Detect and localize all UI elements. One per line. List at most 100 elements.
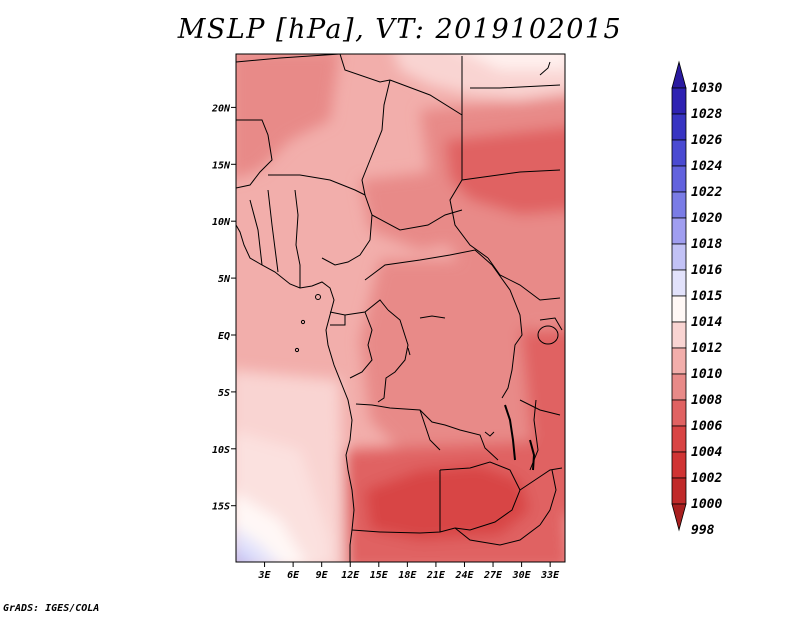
colorbar-swatch: [671, 399, 687, 427]
border-angola-drc: [355, 403, 499, 461]
colorbar-swatch: [671, 60, 687, 89]
lon-tick-label: 27E: [483, 570, 503, 581]
colorbar-label: 1015: [691, 289, 722, 304]
colorbar-label: 1028: [691, 107, 722, 122]
border-egypt-sudan: [470, 84, 561, 89]
field-1008-chad: [360, 170, 470, 250]
colorbar-swatch: [671, 269, 687, 297]
border-chad-car: [371, 209, 463, 231]
lat-tick-label: 5N: [218, 274, 231, 285]
colorbar-swatch: [671, 243, 687, 271]
colorbar-label: 1006: [691, 419, 722, 434]
border-n1: [236, 54, 341, 63]
lake-malawi: [529, 439, 536, 471]
colorbar-label: 1030: [691, 81, 722, 96]
lake-mweru: [484, 431, 495, 437]
field-1006-sudan: [445, 126, 565, 215]
colorbar-label: 1010: [691, 367, 722, 382]
lat-tick-label: 20N: [211, 103, 231, 114]
coastline-west: [236, 224, 355, 562]
colorbar-label: 1000: [691, 497, 722, 512]
colorbar-swatch: [671, 113, 687, 141]
colorbar-swatch: [671, 477, 687, 505]
colorbar: 1030 1028 1026 1024 1022 1020 1018 1016 1015 1014…: [671, 60, 722, 538]
lon-tick-label: 18E: [398, 570, 417, 581]
lat-tick-label: 10S: [212, 445, 230, 456]
colorbar-swatch: [671, 373, 687, 401]
field-1014-north: [468, 54, 565, 70]
border-ssudan: [487, 257, 561, 301]
country-borders: [236, 54, 563, 562]
lake-victoria: [537, 325, 559, 345]
border-congo-drc: [377, 309, 409, 403]
colorbar-swatch: [671, 503, 687, 532]
lon-tick-label: 30E: [512, 570, 532, 581]
plot-frame: [235, 53, 566, 563]
border-kasai: [419, 409, 441, 451]
border-mali: [236, 119, 273, 189]
field-1015-sw: [236, 529, 277, 562]
map-title: MSLP [hPa], VT: 2019102015: [177, 14, 623, 45]
border-n2: [339, 54, 391, 83]
border-car-south: [364, 249, 493, 281]
lake-tanganyika: [504, 404, 516, 461]
border-benin-nigeria: [294, 189, 301, 288]
colorbar-swatch: [671, 217, 687, 245]
longitude-axis: 3E 6E 9E 12E 15E 18E 21E 24E 27E 30E 33E: [258, 562, 560, 581]
colorbar-swatch: [671, 139, 687, 167]
colorbar-swatch: [671, 425, 687, 453]
colorbar-label: 998: [691, 523, 715, 538]
lon-tick-label: 3E: [258, 570, 272, 581]
border-niger-south: [268, 174, 366, 196]
colorbar-label: 1004: [691, 445, 722, 460]
colorbar-swatch: [671, 321, 687, 349]
lon-tick-label: 33E: [540, 570, 560, 581]
colorbar-swatch: [671, 347, 687, 375]
lat-tick-label: EQ: [218, 331, 230, 342]
lon-tick-label: 21E: [426, 570, 446, 581]
lon-tick-label: 12E: [341, 570, 360, 581]
lake-mai-ndombe: [419, 315, 446, 319]
lon-tick-label: 9E: [316, 570, 329, 581]
border-ghana: [249, 199, 263, 266]
colorbar-label: 1022: [691, 185, 722, 200]
latitude-axis: 20N 15N 10N 5N EQ 5S 10S 15S: [211, 103, 236, 513]
colorbar-swatch: [671, 295, 687, 323]
colorbar-label: 1016: [691, 263, 722, 278]
lon-tick-label: 24E: [454, 570, 474, 581]
border-libya-chad-sudan: [389, 79, 463, 180]
pressure-field: [236, 54, 565, 562]
colorbar-label: 1026: [691, 133, 722, 148]
field-1016-sw: [236, 549, 253, 562]
border-niger-chad: [361, 79, 391, 196]
border-drc-east: [491, 264, 523, 399]
field-1004-angola: [365, 465, 530, 540]
border-sudan-south: [461, 169, 561, 181]
lake-tumba: [407, 347, 411, 356]
colorbar-label: 1014: [691, 315, 722, 330]
border-malawi: [519, 467, 563, 491]
lat-tick-label: 5S: [218, 388, 230, 399]
border-eq-guinea: [330, 315, 346, 326]
border-mozambique: [539, 469, 557, 526]
red-sea-coast: [539, 61, 551, 76]
border-zimbabwe: [454, 524, 541, 546]
lon-tick-label: 6E: [287, 570, 300, 581]
border-kenya: [539, 317, 563, 331]
island-principe: [300, 319, 306, 325]
lat-tick-label: 15N: [212, 160, 231, 171]
colorbar-swatch: [671, 451, 687, 479]
colorbar-swatch: [671, 165, 687, 193]
border-tanzania: [519, 399, 561, 416]
border-gabon-congo: [349, 311, 373, 379]
lon-tick-label: 15E: [370, 570, 389, 581]
border-sudan-car: [449, 179, 489, 259]
lat-tick-label: 10N: [212, 217, 231, 228]
colorbar-label: 1024: [691, 159, 722, 174]
border-angola-namibia: [351, 527, 456, 534]
colorbar-label: 1020: [691, 211, 722, 226]
island-bioko: [315, 294, 321, 300]
grads-credit: GrADS: IGES/COLA: [3, 603, 100, 614]
field-1008-nw: [236, 54, 340, 178]
